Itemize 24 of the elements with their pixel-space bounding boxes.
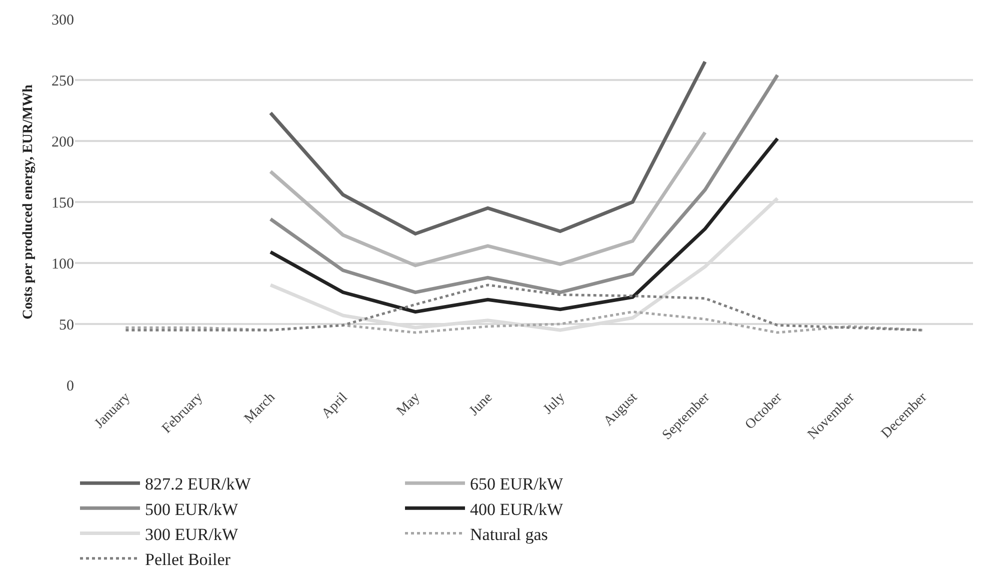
y-axis-title: Costs per produced energy, EUR/MWh: [21, 84, 36, 320]
line-series: [124, 284, 924, 332]
legend-label: 300 EUR/kW: [145, 524, 239, 544]
x-tick-label: June: [466, 390, 496, 419]
legend-label: Pellet Boiler: [145, 550, 231, 569]
y-tick-label: 50: [59, 317, 74, 334]
x-tick-label: July: [540, 390, 568, 418]
line-series: [268, 130, 707, 268]
y-tick-label: 200: [52, 134, 74, 150]
y-tick-label: 100: [52, 256, 74, 272]
legend-label: 400 EUR/kW: [470, 500, 564, 519]
legend-label: 650 EUR/kW: [470, 474, 564, 494]
legend-label: 500 EUR/kW: [145, 500, 239, 519]
line-series: [268, 136, 780, 314]
x-tick-label: May: [394, 390, 424, 419]
y-tick-label: 250: [52, 73, 74, 90]
y-tick-label: 150: [52, 195, 74, 212]
y-tick-label: 300: [52, 12, 74, 28]
y-tick-label: 0: [66, 378, 74, 394]
line-series: [268, 60, 707, 236]
legend-label: Natural gas: [470, 524, 548, 544]
legend-label: 827.2 EUR/kW: [145, 474, 252, 494]
line-series: [268, 73, 780, 294]
line-series: [124, 310, 924, 334]
